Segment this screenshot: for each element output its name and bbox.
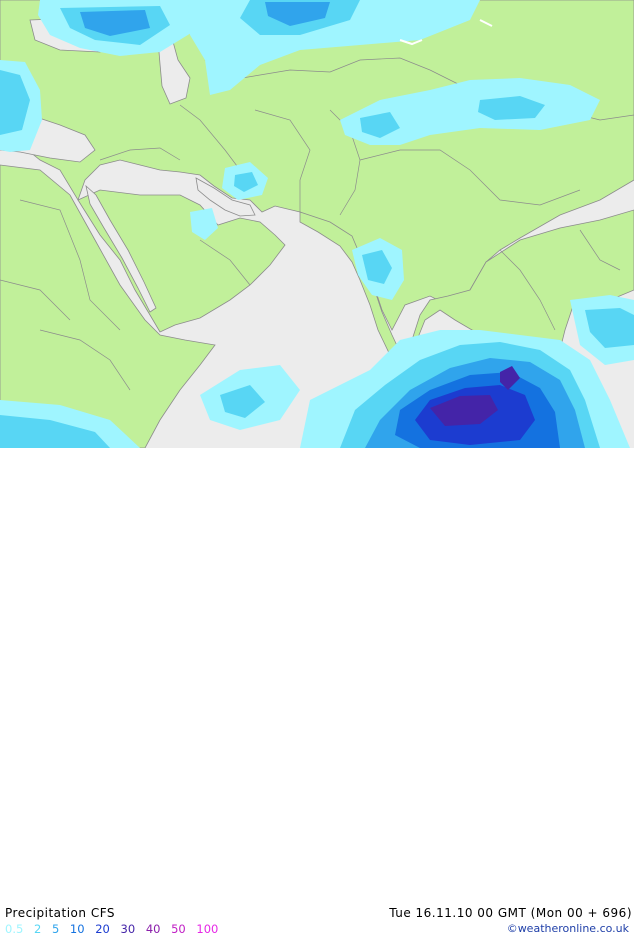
precip-layer (0, 0, 634, 448)
land-arabia (77, 189, 286, 333)
scale-value: 20 (95, 922, 110, 936)
scale-value: 50 (171, 922, 186, 936)
scale-value: 100 (196, 922, 219, 936)
precip-area (340, 78, 600, 145)
land-africa (0, 164, 216, 448)
scale-value: 10 (69, 922, 85, 936)
scale-value: 0.5 (5, 922, 24, 936)
precipitation-map[interactable] (0, 0, 634, 448)
precip-area (265, 2, 330, 26)
precip-area (360, 112, 400, 138)
precip-area (234, 172, 258, 192)
scale-value: 5 (51, 922, 60, 936)
precip-scale: 0.5 2 5 10 20 30 40 50 100 (5, 922, 225, 936)
scale-value: 2 (33, 922, 42, 936)
lakes-layer (399, 19, 493, 46)
red-sea (85, 184, 157, 313)
precip-area (430, 395, 498, 426)
caspian-sea (157, 37, 191, 105)
precip-area (0, 415, 110, 448)
precip-area (220, 385, 265, 418)
map-canvas (0, 0, 634, 448)
forecast-datetime: Tue 16.11.10 00 GMT (Mon 00 + 696) (389, 906, 632, 920)
precip-area (585, 308, 634, 348)
precip-area (362, 250, 392, 284)
legend-footer: Precipitation CFS Tue 16.11.10 00 GMT (M… (0, 448, 634, 936)
precip-area (0, 70, 30, 135)
precip-area (80, 10, 150, 36)
precip-area (190, 208, 218, 240)
legend-title: Precipitation CFS (5, 906, 116, 920)
precip-area (500, 366, 520, 390)
precip-area (478, 96, 545, 120)
scale-value: 40 (145, 922, 161, 936)
scale-value: 30 (120, 922, 136, 936)
credit-link[interactable]: ©weatheronline.co.uk (506, 922, 629, 935)
persian-gulf (195, 177, 256, 217)
